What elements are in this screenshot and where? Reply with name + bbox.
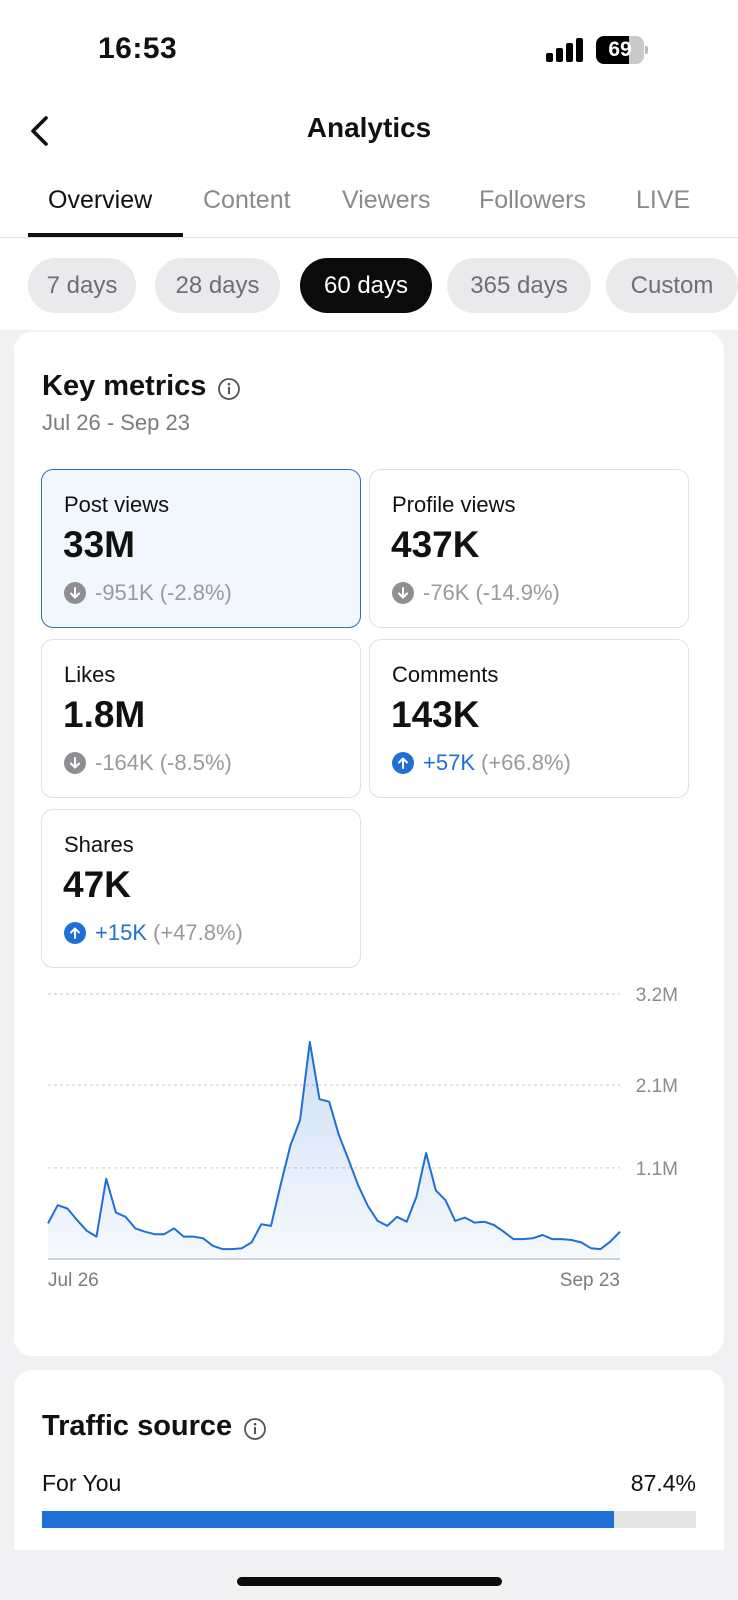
info-icon[interactable]	[217, 377, 241, 401]
date-filter-bar: 7 days 28 days 60 days 365 days Custom	[0, 258, 738, 314]
metric-post-views[interactable]: Post views 33M -951K (-2.8%)	[41, 469, 361, 628]
y-tick-label: 2.1M	[636, 1076, 678, 1097]
chevron-left-icon	[31, 116, 48, 146]
arrow-up-icon	[64, 922, 86, 944]
home-indicator[interactable]	[237, 1577, 502, 1586]
arrow-up-icon	[392, 752, 414, 774]
arrow-down-icon	[64, 752, 86, 774]
cellular-signal-icon	[546, 38, 586, 62]
metric-label: Comments	[392, 662, 499, 687]
metric-value: 33M	[63, 524, 135, 565]
filter-60-days[interactable]: 60 days	[300, 258, 432, 313]
metric-likes[interactable]: Likes 1.8M -164K (-8.5%)	[41, 639, 361, 798]
filter-365-days[interactable]: 365 days	[447, 258, 591, 313]
tab-viewers[interactable]: Viewers	[342, 186, 431, 214]
metric-comments[interactable]: Comments 143K +57K (+66.8%)	[369, 639, 689, 798]
tab-content[interactable]: Content	[203, 186, 291, 214]
metric-value: 143K	[391, 694, 480, 735]
traffic-source-title: Traffic source	[42, 1410, 233, 1442]
metric-change: +15K (+47.8%)	[64, 920, 243, 946]
tab-followers[interactable]: Followers	[479, 186, 586, 214]
metric-change: -76K (-14.9%)	[392, 580, 560, 606]
metric-value: 437K	[391, 524, 480, 565]
status-time: 16:53	[98, 32, 178, 65]
info-icon[interactable]	[243, 1417, 267, 1441]
key-metrics-title: Key metrics	[42, 370, 207, 402]
x-tick-label-start: Jul 26	[48, 1270, 99, 1291]
post-views-chart[interactable]: 3.2M 2.1M 1.1M Jul 26 Sep 23	[14, 982, 724, 1312]
back-button[interactable]	[20, 110, 62, 152]
x-tick-label-end: Sep 23	[560, 1270, 620, 1291]
traffic-source-value: 87.4%	[630, 1470, 696, 1496]
status-bar: 16:53 69	[0, 0, 738, 100]
tab-overview[interactable]: Overview	[48, 186, 153, 214]
metric-profile-views[interactable]: Profile views 437K -76K (-14.9%)	[369, 469, 689, 628]
metric-change: -951K (-2.8%)	[64, 580, 232, 606]
metric-label: Post views	[64, 492, 170, 517]
metric-label: Likes	[64, 662, 116, 687]
traffic-source-bar	[42, 1511, 696, 1528]
series-area	[48, 1042, 620, 1259]
metric-label: Profile views	[392, 492, 516, 517]
arrow-down-icon	[64, 582, 86, 604]
filter-custom[interactable]: Custom	[606, 258, 738, 313]
traffic-source-bar-fill	[42, 1511, 614, 1528]
header: Analytics	[0, 100, 738, 164]
y-tick-label: 3.2M	[636, 985, 678, 1006]
date-range: Jul 26 - Sep 23	[42, 410, 190, 435]
tab-bar: Overview Content Viewers Followers LIVE	[0, 176, 738, 238]
filter-28-days[interactable]: 28 days	[155, 258, 280, 313]
metric-value: 47K	[63, 864, 131, 905]
metric-change: -164K (-8.5%)	[64, 750, 232, 776]
metric-label: Shares	[64, 832, 134, 857]
y-tick-label: 1.1M	[636, 1159, 678, 1180]
tab-live[interactable]: LIVE	[636, 186, 691, 214]
battery-icon: 69	[596, 36, 648, 64]
traffic-source-label: For You	[42, 1470, 122, 1496]
traffic-source-card: Traffic source For You 87.4%	[14, 1370, 724, 1550]
series-line	[47, 1041, 621, 1251]
page-title: Analytics	[306, 112, 432, 143]
active-tab-indicator	[28, 233, 183, 237]
battery-level: 69	[608, 38, 632, 61]
arrow-down-icon	[392, 582, 414, 604]
metric-change: +57K (+66.8%)	[392, 750, 571, 776]
filter-7-days[interactable]: 7 days	[28, 258, 136, 313]
metric-value: 1.8M	[63, 694, 146, 735]
metric-shares[interactable]: Shares 47K +15K (+47.8%)	[41, 809, 361, 968]
key-metrics-card: Key metrics Jul 26 - Sep 23 Post views 3…	[14, 332, 724, 1356]
